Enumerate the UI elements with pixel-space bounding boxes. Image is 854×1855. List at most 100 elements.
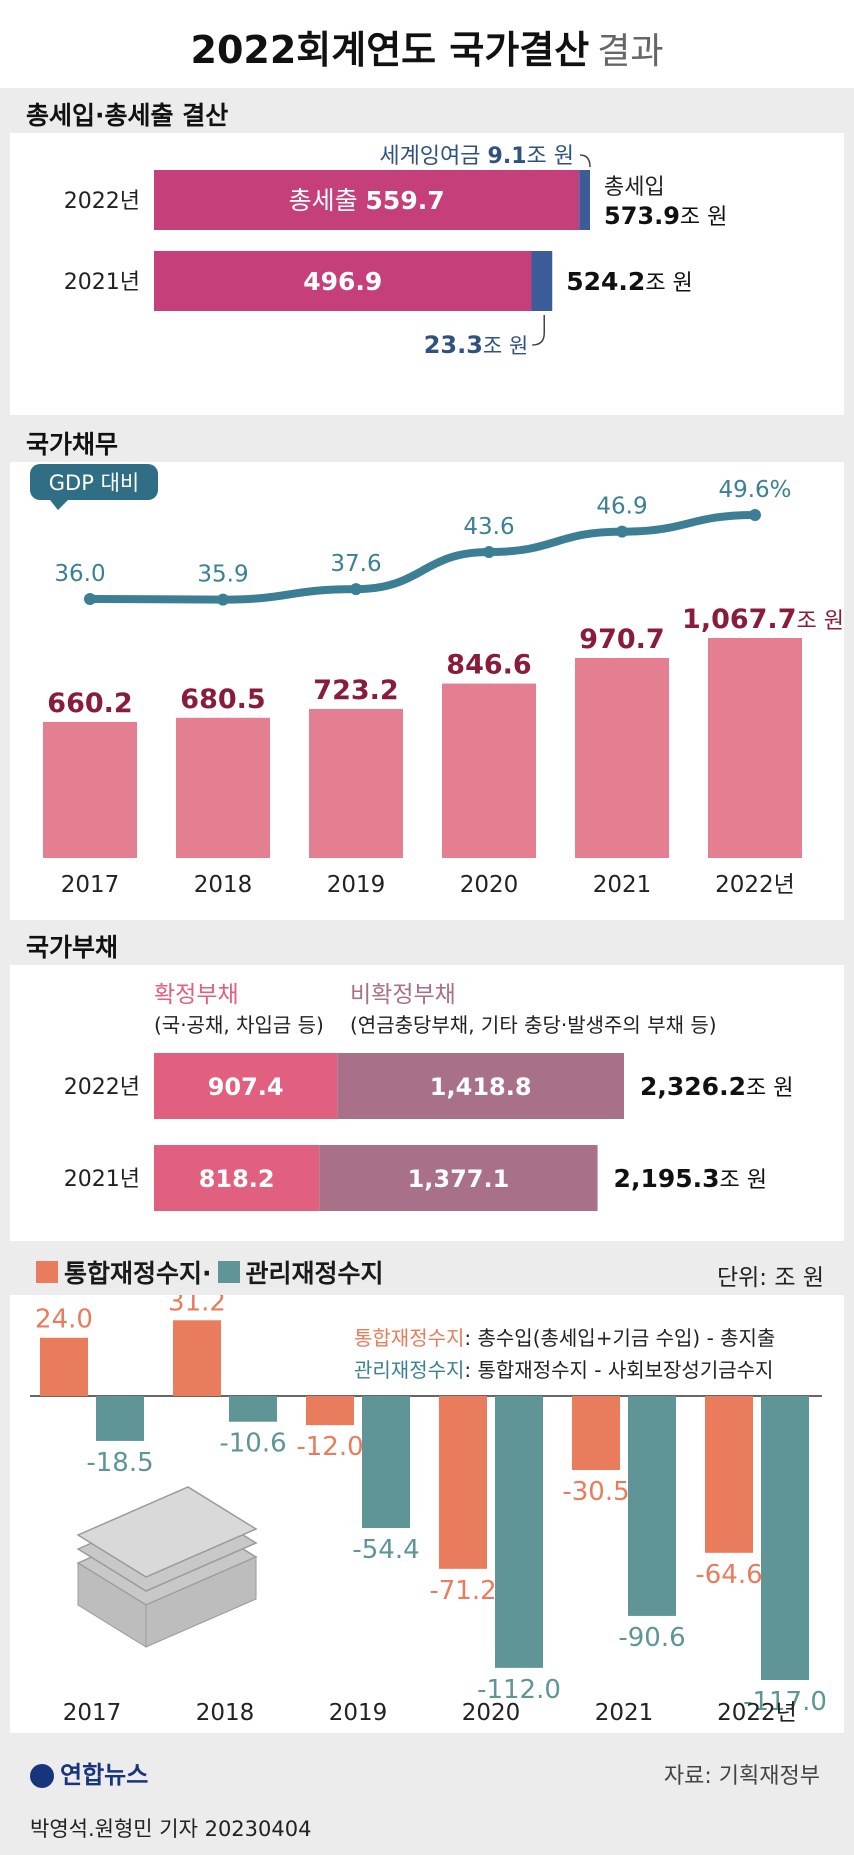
- source-label: 자료: 기획재정부: [663, 1764, 820, 1789]
- debt-value-5: 1,067.7조 원: [682, 604, 844, 635]
- logo-text: 연합뉴스: [60, 1761, 149, 1789]
- fiscal-value-0-5: -64.6: [695, 1560, 762, 1590]
- debt-category-3: 2020: [460, 872, 519, 898]
- debt-bar-4: [575, 657, 669, 858]
- revenue-caption-0: 총세입: [604, 175, 665, 200]
- debt-value-2: 723.2: [313, 675, 398, 706]
- unconfirmed-note: (연금충당부채, 기타 충당·발생주의 부채 등): [350, 1013, 717, 1037]
- confirmed-value-1: 818.2: [199, 1165, 275, 1193]
- debt-category-4: 2021: [593, 872, 652, 898]
- fiscal-value-0-2: -12.0: [296, 1432, 363, 1462]
- fiscal-value-0-3: -71.2: [429, 1576, 496, 1606]
- debt-bar-5: [708, 638, 802, 858]
- surplus-bar-1: [531, 251, 553, 311]
- gdp-badge-label: GDP 대비: [49, 471, 139, 495]
- confirmed-value-0: 907.4: [208, 1073, 284, 1101]
- fiscal-bar-1-0: [96, 1396, 144, 1441]
- national-liabilities-chart: 확정부채 (국·공채, 차입금 등) 비확정부채 (연금충당부채, 기타 충당·발생주…: [64, 982, 793, 1211]
- fiscal-bar-0-3: [439, 1396, 487, 1569]
- gdp-ratio-point-0: [84, 593, 96, 605]
- fiscal-bar-0-1: [173, 1320, 221, 1396]
- liability-total-0: 2,326.2조 원: [640, 1072, 793, 1101]
- cash-stack-side: [77, 1556, 257, 1648]
- gdp-ratio-label-2: 37.6: [330, 551, 381, 577]
- gdp-ratio-label-5: 49.6%: [718, 477, 791, 503]
- surplus-callout-1: 23.3조 원: [424, 331, 529, 359]
- liability-year-0: 2022년: [64, 1075, 140, 1100]
- fiscal-bar-0-5: [705, 1396, 753, 1553]
- fiscal-category-5: 2022년: [717, 1700, 797, 1726]
- title-box: 2022회계연도 국가결산 결과: [0, 0, 854, 88]
- yonhap-logo: 연합뉴스: [30, 1755, 148, 1790]
- fiscal-value-1-1: -10.6: [219, 1429, 286, 1459]
- fiscal-bar-0-2: [306, 1396, 354, 1426]
- fiscal-category-2: 2019: [329, 1700, 388, 1726]
- gdp-ratio-line: [86, 511, 759, 604]
- fiscal-category-4: 2021: [595, 1700, 654, 1726]
- fiscal-value-0-0: 24.0: [35, 1305, 93, 1335]
- gdp-ratio-label-0: 36.0: [54, 561, 105, 587]
- surplus-callout-0: 세계잉여금 9.1조 원: [379, 144, 574, 169]
- fiscal-value-1-0: -18.5: [86, 1448, 153, 1478]
- debt-category-5: 2022년: [715, 872, 795, 898]
- cash-stack-icon: [76, 1486, 258, 1648]
- fiscal-bar-0-0: [40, 1337, 88, 1396]
- fiscal-bar-1-2: [362, 1396, 410, 1529]
- legend-swatch-managed: [217, 1261, 240, 1283]
- gdp-ratio-point-3: [483, 546, 495, 559]
- expenditure-label-0: 총세출 559.7: [289, 186, 445, 215]
- definition-1: 관리재정수지: 통합재정수지 - 사회보장성기금수지: [354, 1358, 773, 1382]
- fiscal-legend: 통합재정수지· 관리재정수지: [36, 1254, 390, 1294]
- gdp-badge: [30, 464, 158, 500]
- revenue-value-0: 573.9조 원: [604, 202, 727, 230]
- expenditure-bar-0: [154, 170, 580, 230]
- gdp-badge-tail: [50, 500, 68, 510]
- definition-0: 통합재정수지: 총수입(총세입+기금 수입) - 총지출: [354, 1326, 775, 1350]
- fiscal-category-3: 2020: [462, 1700, 521, 1726]
- fiscal-value-0-4: -30.5: [562, 1477, 629, 1507]
- year-label-1: 2021년: [64, 270, 140, 295]
- gdp-ratio-point-1: [217, 593, 229, 606]
- gdp-ratio-label-1: 35.9: [197, 562, 248, 588]
- liability-year-1: 2021년: [64, 1167, 140, 1192]
- legend-swatch-integrated: [36, 1261, 58, 1283]
- debt-bar-0: [43, 721, 137, 858]
- page-subtitle: 결과: [597, 31, 664, 72]
- surplus-bar-0: [579, 170, 590, 230]
- liability-total-1: 2,195.3조 원: [614, 1164, 767, 1193]
- unconfirmed-legend: 비확정부채: [350, 982, 456, 1008]
- gdp-ratio-label-3: 43.6: [463, 514, 514, 540]
- fiscal-bar-1-3: [495, 1396, 543, 1668]
- unconfirmed-value-1: 1,377.1: [408, 1165, 510, 1193]
- national-debt-chart: 660.2 2017 680.5 2018 723.2 2019 846.6 2020 970.…: [30, 464, 844, 898]
- debt-category-1: 2018: [194, 872, 253, 898]
- expenditure-bar-1: [154, 251, 532, 311]
- fiscal-category-1: 2018: [196, 1700, 255, 1726]
- surplus-leader-1: [532, 315, 545, 346]
- fiscal-category-0: 2017: [63, 1700, 122, 1726]
- year-label-0: 2022년: [64, 189, 140, 214]
- gdp-ratio-label-4: 46.9: [596, 494, 647, 520]
- debt-bar-2: [309, 708, 403, 858]
- debt-value-1: 680.5: [180, 684, 265, 715]
- revenue-value-1: 524.2조 원: [566, 267, 693, 296]
- fiscal-value-1-3: -112.0: [477, 1675, 561, 1705]
- confirmed-note: (국·공채, 차입금 등): [154, 1013, 324, 1037]
- section2-panel: 660.2 2017 680.5 2018 723.2 2019 846.6 2020 970.…: [10, 462, 844, 920]
- debt-category-0: 2017: [61, 872, 120, 898]
- cash-bill: [76, 1486, 258, 1578]
- fiscal-bar-1-4: [628, 1396, 676, 1616]
- confirmed-bar-1: [154, 1145, 320, 1211]
- unconfirmed-bar-1: [319, 1145, 598, 1211]
- unit-label: 단위: 조 원: [716, 1265, 824, 1291]
- section1-label: 총세입·총세출 결산: [26, 101, 229, 130]
- legend-integrated: 통합재정수지·: [64, 1259, 212, 1288]
- globe-icon: [30, 1764, 54, 1788]
- fiscal-value-0-1: 31.2: [168, 1295, 226, 1317]
- surplus-leader-0: [579, 154, 591, 168]
- gdp-ratio-point-2: [350, 583, 362, 596]
- fiscal-value-1-4: -90.6: [618, 1623, 685, 1653]
